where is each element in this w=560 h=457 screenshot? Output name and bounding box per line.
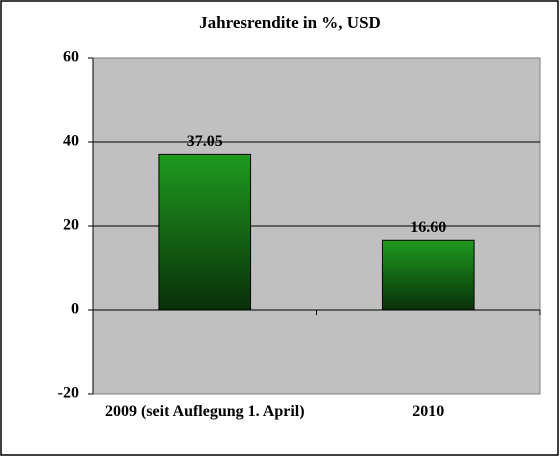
chart-title: Jahresrendite in %, USD [199,13,381,32]
y-tick-label: -20 [58,385,79,402]
bar [158,153,252,311]
y-tick-label: 60 [63,49,79,66]
y-tick-label: 20 [63,217,79,234]
bar [381,239,475,311]
x-tick-label: 2009 (seit Auflegung 1. April) [104,403,305,420]
x-tick-label: 2010 [412,403,445,420]
y-tick-label: 0 [71,301,79,318]
value-label: 16.60 [410,219,446,236]
y-tick-label: 40 [63,133,79,150]
value-label: 37.05 [187,133,223,150]
